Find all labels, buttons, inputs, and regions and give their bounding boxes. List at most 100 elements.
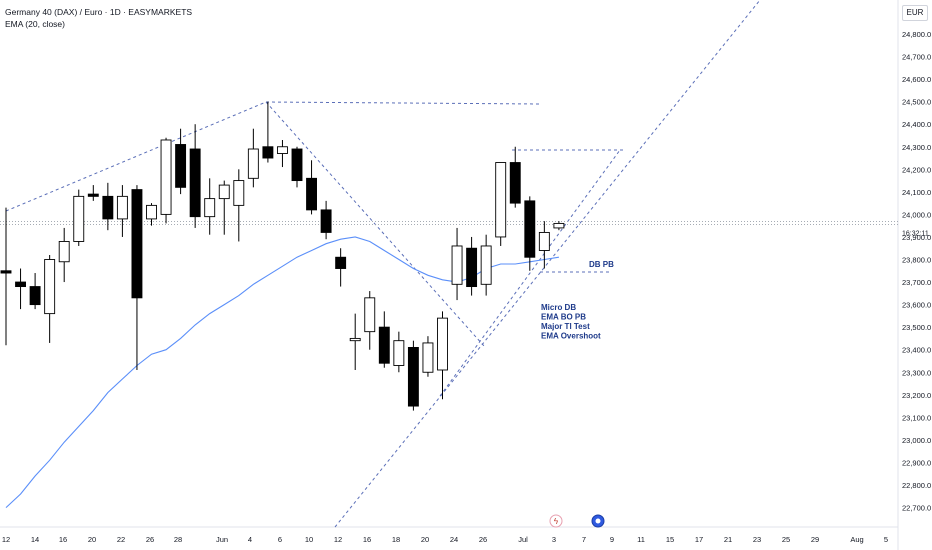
candle-body: [509, 162, 521, 204]
candle-body: [0, 270, 12, 274]
analysis-note: Micro DB: [541, 303, 576, 312]
price-tick-label: 22,700.0: [902, 504, 931, 513]
candle: [335, 248, 347, 287]
candle-body: [146, 204, 157, 220]
price-tick-label: 23,400.0: [902, 346, 931, 355]
candle: [407, 340, 419, 411]
candles: [0, 101, 565, 411]
candle-body: [553, 222, 565, 229]
candle: [160, 137, 172, 224]
time-tick-label: 26: [146, 535, 154, 544]
candle-body: [393, 340, 405, 366]
db-pb-label: DB PB: [589, 260, 614, 269]
candle-body: [335, 256, 347, 269]
time-tick-label: 28: [174, 535, 182, 544]
time-tick-label: 3: [552, 535, 556, 544]
time-tick-label: 24: [450, 535, 458, 544]
candle: [364, 291, 376, 350]
price-tick-label: 24,100.0: [902, 188, 931, 197]
candle-body: [437, 317, 448, 371]
candle: [0, 207, 12, 346]
price-tick-label: 22,800.0: [902, 481, 931, 490]
candle-body: [364, 297, 376, 333]
candle-body: [378, 326, 390, 364]
price-tick-label: 23,900.0: [902, 233, 931, 242]
time-tick-label: 20: [88, 535, 96, 544]
candle: [393, 331, 405, 373]
candle-body: [247, 148, 259, 179]
event-icons: ϟ: [549, 514, 605, 528]
time-tick-label: 14: [31, 535, 39, 544]
economic-event-inner-icon: [595, 518, 601, 524]
time-tick-label: 6: [278, 535, 282, 544]
time-tick-label: Aug: [850, 535, 863, 544]
candle-body: [160, 139, 172, 215]
price-tick-label: 24,800.0: [902, 30, 931, 39]
candle-body: [291, 148, 303, 182]
candle: [102, 182, 114, 231]
analysis-note: EMA Overshoot: [541, 332, 601, 341]
time-tick-label: 22: [117, 535, 125, 544]
candle-body: [451, 245, 463, 285]
lightning-icon: ϟ: [554, 517, 559, 526]
candle-body: [407, 346, 419, 407]
candle-body: [524, 200, 536, 258]
price-axis: 24,800.0 24,700.0 24,600.0 24,500.0 24,400.0…: [902, 30, 931, 513]
price-tick-label: 24,300.0: [902, 143, 931, 152]
candle-body: [29, 286, 41, 306]
price-tick-label: 23,800.0: [902, 256, 931, 265]
candle: [73, 189, 85, 246]
major-rising-trendline: [334, 0, 761, 528]
candle-body: [349, 337, 361, 342]
candle-body: [204, 198, 216, 218]
time-tick-label: Jun: [216, 535, 228, 544]
price-tick-label: 23,000.0: [902, 436, 931, 445]
candle: [247, 128, 259, 188]
candle: [437, 311, 448, 400]
currency-button[interactable]: EUR: [902, 5, 928, 21]
candle: [29, 273, 41, 310]
time-tick-label: 12: [334, 535, 342, 544]
countdown-timer: 16:32:11: [902, 230, 929, 237]
candle: [466, 236, 478, 296]
candle-body: [175, 144, 187, 188]
candle: [538, 221, 550, 269]
candle-body: [58, 241, 70, 263]
price-tick-label: 23,500.0: [902, 323, 931, 332]
time-tick-label: 25: [782, 535, 790, 544]
time-tick-label: 7: [582, 535, 586, 544]
time-tick-label: 23: [753, 535, 761, 544]
price-tick-label: 24,500.0: [902, 98, 931, 107]
minor-rising-trendline: [439, 149, 621, 397]
candle-body: [480, 245, 492, 285]
candle-body: [15, 281, 27, 288]
candle: [189, 124, 201, 228]
analysis-note: Major Tl Test: [541, 322, 590, 331]
descending-trendline: [265, 101, 485, 347]
candle-body: [233, 180, 245, 206]
candle-body: [306, 177, 317, 211]
candle-body: [277, 146, 288, 154]
time-tick-label: 12: [2, 535, 10, 544]
candle: [451, 227, 463, 301]
price-tick-label: 23,100.0: [902, 413, 931, 422]
price-tick-label: 23,700.0: [902, 278, 931, 287]
candle-body: [44, 259, 56, 315]
time-tick-label: 11: [637, 535, 645, 544]
candle: [422, 336, 434, 377]
time-tick-label: 9: [610, 535, 614, 544]
analysis-note: EMA BO PB: [541, 313, 586, 322]
candle: [175, 128, 187, 195]
time-tick-label: 16: [59, 535, 67, 544]
candle-body: [102, 195, 114, 220]
candle-body: [73, 195, 85, 242]
price-tick-label: 24,600.0: [902, 75, 931, 84]
time-tick-label: Jul: [518, 535, 528, 544]
price-tick-label: 24,400.0: [902, 120, 931, 129]
candle: [277, 139, 288, 168]
candle: [15, 268, 27, 310]
dividend-event-icon[interactable]: [549, 514, 563, 528]
candle: [320, 200, 332, 240]
